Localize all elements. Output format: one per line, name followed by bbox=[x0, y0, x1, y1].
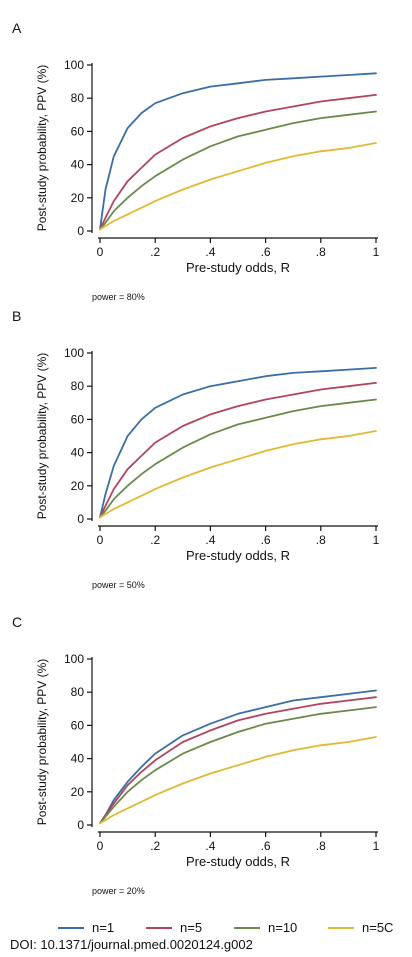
power-note: power = 50% bbox=[92, 580, 145, 590]
y-tick-label: 0 bbox=[77, 512, 84, 526]
panel-letter: C bbox=[12, 614, 23, 630]
x-tick-label: 1 bbox=[373, 533, 380, 547]
y-tick-label: 80 bbox=[71, 379, 85, 393]
legend-label: n=1 bbox=[92, 920, 115, 935]
y-axis-title: Post-study probability, PPV (%) bbox=[35, 65, 49, 232]
legend-item-n10: n=10 bbox=[234, 920, 297, 935]
legend-item-n50: n=5C bbox=[328, 920, 393, 935]
y-axis-title: Post-study probability, PPV (%) bbox=[35, 659, 49, 826]
y-tick-label: 0 bbox=[77, 224, 84, 238]
x-tick-label: .2 bbox=[150, 533, 160, 547]
line-chart-c: 0 20 40 60 80 100 0 .2 .4 .6 .8 1 Pre-study odds, R P… bbox=[35, 652, 380, 869]
series-line-n5 bbox=[99, 696, 377, 825]
x-tick-label: 1 bbox=[373, 245, 380, 259]
y-tick-label: 60 bbox=[71, 412, 85, 426]
y-tick-label: 100 bbox=[64, 652, 84, 666]
x-tick-label: .6 bbox=[261, 839, 271, 853]
legend-swatch bbox=[234, 926, 260, 929]
legend-label: n=5C bbox=[362, 920, 394, 935]
x-tick-label: 1 bbox=[373, 839, 380, 853]
series-line-n1 bbox=[99, 689, 377, 825]
x-tick-label: .4 bbox=[205, 533, 215, 547]
doi-caption: DOI: 10.1371/journal.pmed.0020124.g002 bbox=[10, 937, 253, 952]
series-line-n10 bbox=[99, 398, 377, 519]
series-line-n10 bbox=[99, 110, 377, 231]
line-chart-b: 0 20 40 60 80 100 0 .2 .4 .6 .8 1 Pre-study odds, R P… bbox=[35, 346, 380, 563]
x-tick-label: 0 bbox=[97, 533, 104, 547]
legend-swatch bbox=[146, 926, 172, 929]
power-note: power = 20% bbox=[92, 886, 145, 896]
legend-label: n=5 bbox=[180, 920, 203, 935]
series-line-n50 bbox=[99, 430, 377, 519]
x-axis-title: Pre-study odds, R bbox=[186, 260, 290, 275]
x-axis-title: Pre-study odds, R bbox=[186, 854, 290, 869]
series-line-n50 bbox=[99, 142, 377, 231]
y-tick-label: 80 bbox=[71, 91, 85, 105]
x-tick-label: .8 bbox=[316, 839, 326, 853]
x-tick-label: 0 bbox=[97, 245, 104, 259]
legend-item-n5: n=5 bbox=[146, 920, 202, 935]
x-tick-label: .2 bbox=[150, 839, 160, 853]
chart-panel-a: A 0 20 40 60 80 100 0 .2 .4 .6 .8 1 Pre-study odds, … bbox=[0, 20, 412, 310]
y-tick-label: 20 bbox=[71, 785, 85, 799]
chart-panel-b: B 0 20 40 60 80 100 0 .2 .4 .6 .8 1 Pre-study odds, … bbox=[0, 308, 412, 598]
chart-panel-c: C 0 20 40 60 80 100 0 .2 .4 .6 .8 1 Pre-study odds, … bbox=[0, 614, 412, 904]
legend-item-n1: n=1 bbox=[58, 920, 114, 935]
x-tick-label: .6 bbox=[261, 533, 271, 547]
series-line-n5 bbox=[99, 94, 377, 231]
legend-label: n=10 bbox=[268, 920, 298, 935]
y-tick-label: 40 bbox=[71, 158, 85, 172]
y-tick-label: 20 bbox=[71, 479, 85, 493]
y-tick-label: 100 bbox=[64, 58, 84, 72]
y-tick-label: 40 bbox=[71, 446, 85, 460]
x-tick-label: .4 bbox=[205, 245, 215, 259]
panel-letter: A bbox=[12, 20, 22, 36]
line-chart-a: 0 20 40 60 80 100 0 .2 .4 .6 .8 1 Pre-study odds, R P… bbox=[35, 58, 380, 275]
y-tick-label: 20 bbox=[71, 191, 85, 205]
legend-swatch bbox=[58, 926, 84, 929]
x-tick-label: .2 bbox=[150, 245, 160, 259]
panel-letter: B bbox=[12, 308, 22, 324]
series-line-n1 bbox=[99, 367, 377, 519]
y-tick-label: 40 bbox=[71, 752, 85, 766]
legend-swatch bbox=[328, 926, 354, 929]
y-tick-label: 100 bbox=[64, 346, 84, 360]
y-tick-label: 0 bbox=[77, 818, 84, 832]
x-tick-label: .6 bbox=[261, 245, 271, 259]
series-line-n1 bbox=[99, 72, 377, 231]
y-tick-label: 60 bbox=[71, 718, 85, 732]
x-tick-label: .8 bbox=[316, 533, 326, 547]
series-line-n10 bbox=[99, 706, 377, 825]
y-tick-label: 80 bbox=[71, 685, 85, 699]
series-line-n5 bbox=[99, 382, 377, 519]
power-note: power = 80% bbox=[92, 292, 145, 302]
y-tick-label: 60 bbox=[71, 124, 85, 138]
y-axis-title: Post-study probability, PPV (%) bbox=[35, 353, 49, 520]
x-tick-label: .8 bbox=[316, 245, 326, 259]
x-tick-label: 0 bbox=[97, 839, 104, 853]
x-axis-title: Pre-study odds, R bbox=[186, 548, 290, 563]
legend: n=1 n=5 n=10 n=5C bbox=[0, 920, 412, 936]
series-line-n50 bbox=[99, 736, 377, 825]
x-tick-label: .4 bbox=[205, 839, 215, 853]
